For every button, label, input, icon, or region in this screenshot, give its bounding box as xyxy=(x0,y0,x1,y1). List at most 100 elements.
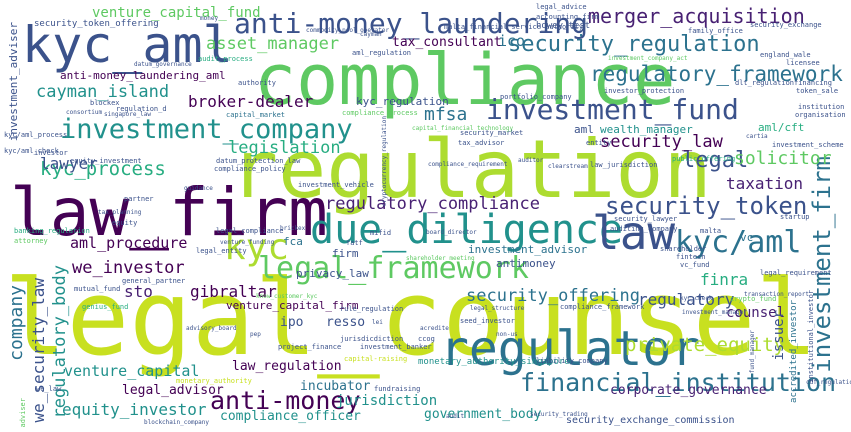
word-acredite: acredite xyxy=(420,325,449,332)
word-cryptocurrency-regulation: cryptocurrency_regulation xyxy=(381,116,388,207)
word-monetary-authority-singapore: monetary_authority_singapore xyxy=(418,357,570,367)
word-anti-money-laundering: anti-money_laundering xyxy=(234,7,589,40)
word-lei: lei xyxy=(372,319,383,326)
word-asset-manager: asset_manager xyxy=(206,34,340,54)
word-seed-investor: seed_investor xyxy=(460,317,515,325)
word-investment-company: investment_company xyxy=(60,114,353,145)
word-equity-investment: equity_investment xyxy=(70,157,142,165)
word-mutual-fund: mutual_fund xyxy=(74,285,121,293)
word-merger-acquisition: merger_acquisition xyxy=(588,4,805,28)
word-company: company xyxy=(6,285,27,361)
word-venture-capital-fund: venture_capital_fund xyxy=(92,5,261,21)
word-law: law xyxy=(592,206,676,260)
word-datum-protection-law: datum_protection_law xyxy=(216,157,301,165)
word-cayman-island: cayman_island xyxy=(36,82,170,102)
word-blockex: blockex xyxy=(90,99,120,107)
word-regulatory-compliance: regulatory_compliance xyxy=(325,194,540,214)
word-law-regulation: law_regulation xyxy=(232,359,342,374)
word-attorney: attorney xyxy=(14,237,48,245)
word-capital-financial-technology: capital_financial_technology xyxy=(412,125,514,132)
word-legal-advice: legal_advice xyxy=(536,3,587,11)
word-capital-market: capital_market xyxy=(226,111,286,119)
word-cayman: cayman xyxy=(360,31,382,38)
word-kyc-process: kyc_process xyxy=(40,158,166,180)
word-legal-framework: legal_framework xyxy=(258,251,529,286)
word-know-customer-kyc: know_customer_kyc xyxy=(256,293,318,300)
word-family-office: family_office xyxy=(688,27,743,35)
word-fca: fca xyxy=(283,235,303,248)
word-tax-advisor: tax_advisor xyxy=(458,139,505,147)
word-firm: firm xyxy=(332,247,359,260)
word-banking-regulation: banking_regulation xyxy=(14,227,90,235)
word-financing: financing xyxy=(794,79,832,87)
word-ccog: ccog xyxy=(418,335,435,343)
word-ico: ico xyxy=(498,32,526,50)
word-security-trading: security_trading xyxy=(530,411,588,418)
word-howey-test: howey_test xyxy=(536,21,591,31)
word-anti-money: anti-money xyxy=(210,386,361,415)
word-kyc-regulation: kyc_regulation xyxy=(356,95,449,108)
word-security-market: security_market xyxy=(460,129,524,137)
word-non-us: non-us xyxy=(496,331,518,338)
word-entity: entity xyxy=(586,139,612,147)
word-audit: audit xyxy=(446,413,465,420)
word-malta-fsa: malta_financial_service_authority xyxy=(444,23,584,31)
word-taxation: taxation xyxy=(726,174,804,193)
word-aml-regulation: aml_regulation xyxy=(352,49,412,57)
word-financial-institution: financial_institution xyxy=(520,368,837,397)
word-solicitor: solicitor xyxy=(734,148,832,169)
word-capital-raising: capital-raising xyxy=(344,355,408,363)
word-gibraltar: gibraltar xyxy=(190,282,277,301)
word-transaction-report: transaction_report xyxy=(744,291,810,298)
word-consortium: consortium xyxy=(66,109,103,116)
word-compliance-process: compliance_process xyxy=(342,109,418,117)
word-regulatory-framework: regulatory_framework xyxy=(590,62,843,86)
word-malta: malta xyxy=(700,227,722,235)
word-privacy-law: privacy_law xyxy=(296,267,369,280)
word-security-law: security_law xyxy=(600,132,723,152)
word-counsel: counsel xyxy=(726,305,786,321)
word-tax-consultant: tax_consultant xyxy=(392,35,502,50)
word-security-lawyer: security_lawyer xyxy=(614,215,678,223)
word-audit-process: audit_process xyxy=(198,55,253,63)
word-compliance-officer: compliance_officer xyxy=(220,409,361,424)
word-equity: equity xyxy=(112,219,138,227)
word-rule-regulation: rule_regulation xyxy=(340,305,404,313)
word-anti-money-laundering-aml: anti-money_laundering_aml xyxy=(60,69,226,82)
word-antimoney: antimoney xyxy=(496,257,556,270)
word-accredited-investor: accredited_investor xyxy=(789,300,799,403)
word-security-token-offering: security_token_offering xyxy=(34,19,159,29)
word-general-partner: general_partner xyxy=(122,277,186,285)
word-aml-procedure: aml_procedure xyxy=(70,234,188,252)
word-private-equity: private_equity xyxy=(625,334,786,356)
word-compliance: compliance xyxy=(254,39,676,121)
word-regulator: regulator xyxy=(440,321,701,377)
word-commodity-pool-operator: commodity_pool_operator xyxy=(306,27,390,34)
word-vc-fund: vc_fund xyxy=(680,261,710,269)
word-vc: vc xyxy=(740,231,754,244)
word-security-exchange: security_exchange xyxy=(750,21,822,29)
word-board-director: board_director xyxy=(426,229,477,236)
word-law-jurisdiction: law_jurisdiction xyxy=(590,161,658,169)
word-incubator: incubator xyxy=(300,379,371,394)
word-legal-counsel: legal_counsel xyxy=(4,257,818,379)
word-datum-governance: datum_governance xyxy=(134,61,192,68)
word-kyc: kyc xyxy=(224,227,290,268)
word-kyc-check: kyc_check xyxy=(680,295,713,302)
word-portfolio-company: portfolio_company xyxy=(500,93,572,101)
word-crypto-fund: crypto_fund xyxy=(730,295,777,303)
word-venture-capital: venture_capital xyxy=(64,362,200,380)
word-fatf: fatf xyxy=(346,239,363,247)
word-cartia: cartia xyxy=(746,133,768,140)
word-regulation-d: regulation_d xyxy=(116,105,167,113)
word-investment-fund: investment_fund xyxy=(486,93,739,126)
word-auditor: auditor xyxy=(518,157,544,164)
word-we-security-law: we_security_law xyxy=(29,278,48,423)
word-pep: pep xyxy=(250,331,261,338)
word-wealth-manager: wealth_manager xyxy=(600,123,693,136)
word-legal-advisor: legal_advisor xyxy=(122,383,224,398)
word-lawyer: lawyer xyxy=(40,154,98,173)
word-corporate-governance: corporate_governance xyxy=(610,383,767,398)
word-compliance-requirement: compliance_requirement xyxy=(428,161,508,168)
word-shareholder-meeting: shareholder_meeting xyxy=(406,255,475,262)
